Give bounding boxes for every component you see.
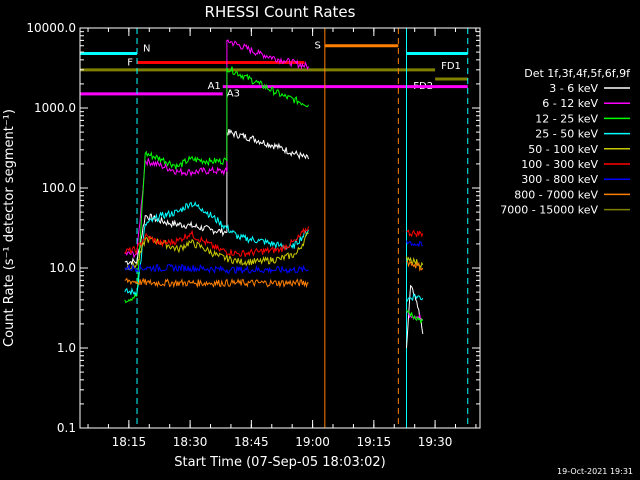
legend-entry-label: 300 - 800 keV — [521, 173, 598, 186]
annotation-label-f: F — [127, 58, 133, 69]
annotation-label-n: N — [143, 44, 150, 55]
annotation-label-a1: A1 — [208, 81, 221, 92]
y-tick-label: 1000.0 — [34, 101, 76, 115]
x-tick-label: 18:45 — [234, 435, 269, 449]
series-line-5-segment-0 — [124, 226, 309, 258]
annotation-label-fd1: FD1 — [441, 61, 461, 72]
y-tick-label: 10000.0 — [26, 21, 76, 35]
legend-entry-label: 50 - 100 keV — [528, 143, 598, 156]
legend-entry-label: 6 - 12 keV — [542, 97, 598, 110]
legend-title: Det 1f,3f,4f,5f,6f,9f — [524, 67, 631, 80]
series-line-3-segment-0 — [124, 200, 309, 297]
series-line-3-segment-1 — [406, 293, 424, 302]
series-line-4-segment-0 — [124, 232, 309, 271]
x-tick-label: 19:30 — [418, 435, 453, 449]
x-tick-label: 19:15 — [357, 435, 392, 449]
chart-title: RHESSI Count Rates — [205, 3, 356, 21]
legend-entry-label: 3 - 6 keV — [549, 82, 598, 95]
legend-entry-label: 100 - 300 keV — [521, 158, 598, 171]
annotation-label-s: S — [314, 41, 320, 52]
y-tick-label: 1.0 — [57, 341, 76, 355]
series-line-6-segment-1 — [406, 240, 423, 248]
x-tick-label: 18:15 — [112, 435, 147, 449]
y-axis-label: Count Rate (s⁻¹ detector segment⁻¹) — [2, 109, 17, 347]
series-line-2-segment-0 — [124, 66, 309, 304]
series-line-1-segment-0 — [124, 39, 309, 259]
legend-entry-label: 12 - 25 keV — [535, 112, 598, 125]
plot-frame — [79, 27, 481, 429]
series-line-5-segment-1 — [406, 229, 424, 238]
y-tick-label: 100.0 — [42, 181, 76, 195]
y-tick-label: 10.0 — [49, 261, 76, 275]
x-axis-label: Start Time (07-Sep-05 18:03:02) — [174, 455, 385, 470]
series-line-7-segment-1 — [406, 260, 424, 272]
legend-entry-label: 25 - 50 keV — [535, 128, 598, 141]
series-line-2-segment-1 — [406, 309, 424, 325]
timestamp-footer: 19-Oct-2021 19:31 — [557, 467, 633, 476]
x-tick-label: 18:30 — [173, 435, 208, 449]
series-line-4-segment-1 — [406, 256, 424, 269]
annotation-label-a3: A3 — [227, 89, 240, 100]
series-line-6-segment-0 — [124, 263, 309, 275]
legend-entry-label: 800 - 7000 keV — [514, 188, 598, 201]
y-tick-label: 0.1 — [57, 421, 76, 435]
legend-entry-label: 7000 - 15000 keV — [500, 204, 598, 217]
series-line-0-segment-0 — [124, 128, 309, 266]
x-tick-label: 19:00 — [295, 435, 330, 449]
series-line-7-segment-0 — [124, 277, 309, 289]
